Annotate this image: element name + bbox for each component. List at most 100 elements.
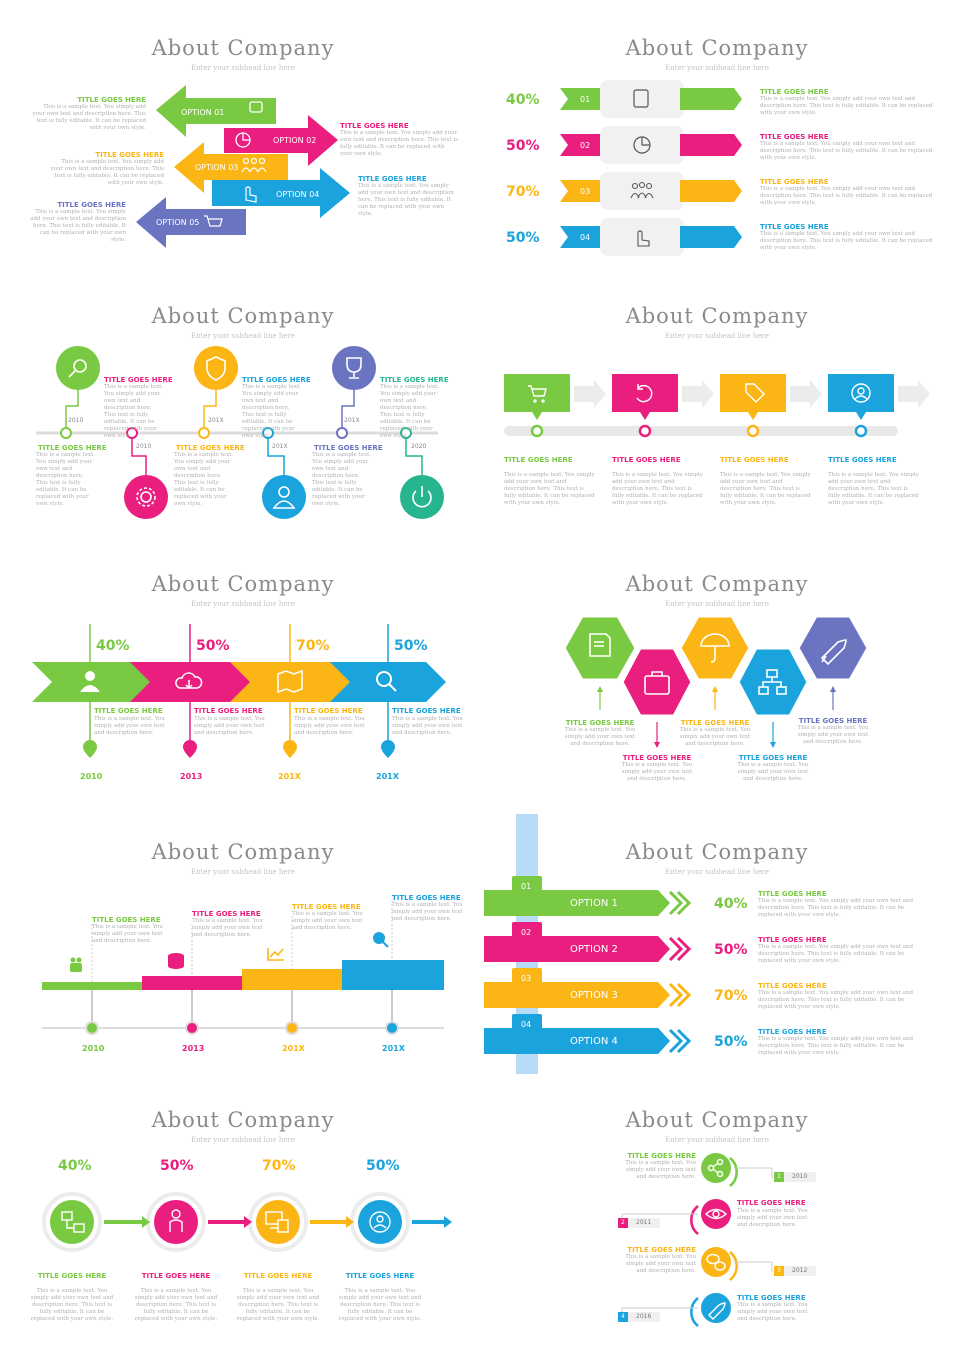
slide-step-bars: About Company Enter your subhead line he… <box>8 814 478 1074</box>
percent-3: 70% <box>262 1158 296 1174</box>
text-4: This is a sample text. You simply add yo… <box>758 1036 914 1056</box>
click-icon <box>637 230 650 247</box>
year-3: 201X <box>208 417 224 424</box>
text-3: This is a sample text. You simply add yo… <box>758 990 914 1010</box>
arrow-option-01 <box>156 85 276 137</box>
text-left-1: This is a sample text. You simply add yo… <box>32 104 146 131</box>
option-3: OPTION 3 <box>570 990 618 1001</box>
text-4: This is a sample text. You simply add yo… <box>737 1302 808 1322</box>
percent-2: 50% <box>506 138 540 154</box>
title-4: TITLE GOES HERE <box>392 707 461 715</box>
text-4: This is a sample text. You simply add yo… <box>737 762 809 782</box>
timeline-circle-1 <box>701 1153 731 1183</box>
team-icon <box>241 157 267 173</box>
title-bottom-1: TITLE GOES HERE <box>38 444 107 452</box>
title-right-1: TITLE GOES HERE <box>340 122 409 130</box>
option-label-5: OPTION 05 <box>156 218 200 227</box>
slide-title: About Company <box>625 572 809 596</box>
timeline-year-4: 2016 <box>636 1313 652 1320</box>
title-4: TITLE GOES HERE <box>737 1294 806 1302</box>
trophy-icon <box>346 357 362 379</box>
slide-subtitle: Enter your subhead line here <box>191 332 295 340</box>
year-2: 2010 <box>136 443 152 450</box>
chat-icon <box>706 1253 726 1271</box>
slide-arrows-options: About Company Enter your subhead line he… <box>8 10 478 270</box>
text-4: This is a sample text. You simply add yo… <box>760 231 933 251</box>
step-bar-1 <box>42 982 142 990</box>
text-top-1: This is a sample text. You simply add yo… <box>104 384 164 439</box>
timeline-circle-2 <box>701 1199 731 1229</box>
slide-subtitle: Enter your subhead line here <box>665 1136 769 1144</box>
text-3: This is a sample text. You simply add yo… <box>760 186 933 206</box>
text-top-3: This is a sample text. You simply add yo… <box>380 384 440 439</box>
bars-graphic <box>560 80 742 256</box>
map-icon <box>277 669 303 694</box>
number-4: 04 <box>580 233 591 242</box>
slide-title: About Company <box>625 304 809 328</box>
text-2: This is a sample text. You simply add yo… <box>758 944 914 964</box>
click-icon <box>245 186 257 203</box>
text-3: This is a sample text. You simply add yo… <box>625 1254 696 1274</box>
briefcase-icon <box>644 671 670 695</box>
text-bottom-3: This is a sample text. You simply add yo… <box>312 452 372 507</box>
text-2: This is a sample text. You simply add yo… <box>737 1208 808 1228</box>
option-label-1: OPTION 01 <box>181 108 225 117</box>
percent-4: 50% <box>506 230 540 246</box>
text-4: This is a sample text. You simply add yo… <box>392 716 463 736</box>
text-2: This is a sample text. You simply add yo… <box>760 141 933 161</box>
slide-title: About Company <box>151 304 335 328</box>
arrow-option-03 <box>174 142 288 193</box>
step-circle-1 <box>50 1200 94 1244</box>
title-3: TITLE GOES HERE <box>758 982 827 990</box>
slide-process-boxes: About Company Enter your subhead line he… <box>482 278 952 538</box>
title-bottom-2: TITLE GOES HERE <box>176 444 245 452</box>
slide-chevron-timeline: About Company Enter your subhead line he… <box>8 546 478 806</box>
title-left-3: TITLE GOES HERE <box>57 201 126 209</box>
cart-icon <box>528 385 547 403</box>
node-circle-1 <box>56 346 100 390</box>
slide-option-ribbons: About Company Enter your subhead line he… <box>482 814 952 1074</box>
text-3: This is a sample text. You simply add yo… <box>292 911 363 931</box>
year-1: 2010 <box>68 417 84 424</box>
text-bottom-2: This is a sample text. You simply add yo… <box>174 452 234 507</box>
process-graphic <box>504 374 930 438</box>
slide-title: About Company <box>625 1108 809 1132</box>
cart-icon <box>204 215 223 227</box>
slide-subtitle: Enter your subhead line here <box>191 64 295 72</box>
year-1: 2010 <box>80 772 103 781</box>
node-circle-5 <box>332 346 376 390</box>
timeline-num-3: 3 <box>777 1267 781 1274</box>
target-user-icon <box>369 1211 391 1233</box>
text-left-2: This is a sample text. You simply add yo… <box>50 159 164 186</box>
text-4: This is a sample text. You simply add yo… <box>338 1288 422 1322</box>
text-left-3: This is a sample text. You simply add yo… <box>30 209 126 243</box>
slide-subtitle: Enter your subhead line here <box>665 64 769 72</box>
slide-title: About Company <box>151 1108 335 1132</box>
title-5: TITLE GOES HERE <box>798 717 868 725</box>
slide-subtitle: Enter your subhead line here <box>665 868 769 876</box>
title-4: TITLE GOES HERE <box>345 1272 415 1280</box>
title-2: TITLE GOES HERE <box>737 1199 806 1207</box>
option-label-4: OPTION 04 <box>276 190 320 199</box>
timeline-circle-3 <box>701 1247 731 1277</box>
cloud-icon <box>175 672 203 690</box>
number-3: 03 <box>521 974 532 983</box>
number-4: 04 <box>521 1020 532 1029</box>
text-1: This is a sample text. You simply add yo… <box>30 1288 114 1322</box>
percent-4: 50% <box>714 1034 748 1050</box>
step-graphic <box>42 900 444 1035</box>
text-bottom-1: This is a sample text. You simply add yo… <box>36 452 96 507</box>
title-4: TITLE GOES HERE <box>828 456 897 464</box>
title-1: TITLE GOES HERE <box>565 719 635 727</box>
slide-subtitle: Enter your subhead line here <box>665 332 769 340</box>
title-2: TITLE GOES HERE <box>622 754 692 762</box>
search-icon <box>376 671 397 692</box>
year-5: 201X <box>344 417 360 424</box>
title-3: TITLE GOES HERE <box>294 707 363 715</box>
slide-title: About Company <box>151 36 335 60</box>
title-2: TITLE GOES HERE <box>194 707 263 715</box>
node-circle-3 <box>194 346 238 390</box>
chevron-1 <box>32 662 168 702</box>
text-1: This is a sample text. You simply add yo… <box>758 898 914 918</box>
timeline-num-2: 2 <box>621 1219 625 1226</box>
